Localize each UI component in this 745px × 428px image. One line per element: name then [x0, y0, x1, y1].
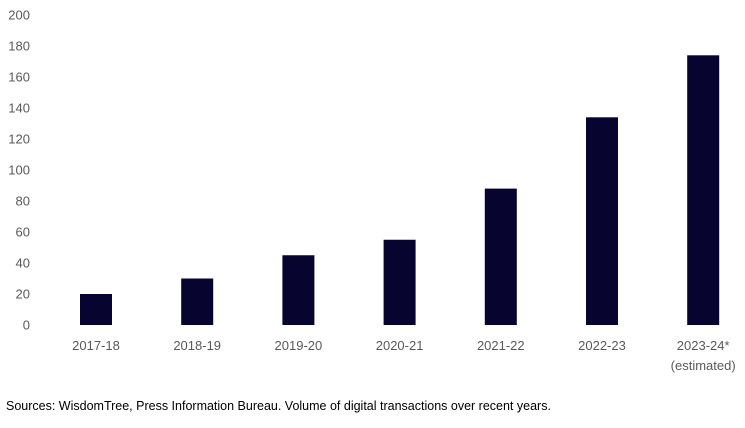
bar [80, 294, 112, 325]
x-tick-label: 2020-21 [376, 338, 424, 353]
x-tick-label: 2022-23 [578, 338, 626, 353]
y-tick-label: 140 [8, 101, 30, 116]
bar [181, 278, 214, 325]
bar [687, 55, 720, 326]
bar [484, 188, 517, 325]
bar-chart: 0 20 40 60 80 100 120 140 160 180 200 2017-18 2018-… [8, 8, 736, 374]
x-tick-label: 2023-24* [677, 338, 730, 353]
y-tick-label: 20 [16, 287, 30, 302]
y-tick-label: 100 [8, 163, 30, 178]
bar [383, 239, 416, 325]
source-note: Sources: WisdomTree, Press Information B… [6, 399, 551, 413]
y-tick-label: 180 [8, 39, 30, 54]
bars [80, 55, 720, 326]
x-tick-label: 2019-20 [275, 338, 323, 353]
y-tick-label: 80 [16, 194, 30, 209]
y-tick-label: 0 [23, 318, 30, 333]
x-tick-label: 2017-18 [72, 338, 120, 353]
bar [282, 255, 315, 325]
y-tick-label: 200 [8, 8, 30, 23]
bar [586, 117, 618, 325]
y-tick-label: 40 [16, 256, 30, 271]
x-tick-label: 2018-19 [173, 338, 221, 353]
x-tick-label: 2021-22 [477, 338, 525, 353]
x-axis: 2017-18 2018-19 2019-20 2020-21 2021-22 2022-… [72, 338, 736, 373]
y-tick-label: 60 [16, 225, 30, 240]
x-tick-label: (estimated) [671, 358, 736, 373]
y-tick-label: 160 [8, 70, 30, 85]
y-tick-label: 120 [8, 132, 30, 147]
y-axis: 0 20 40 60 80 100 120 140 160 180 200 [8, 8, 30, 333]
